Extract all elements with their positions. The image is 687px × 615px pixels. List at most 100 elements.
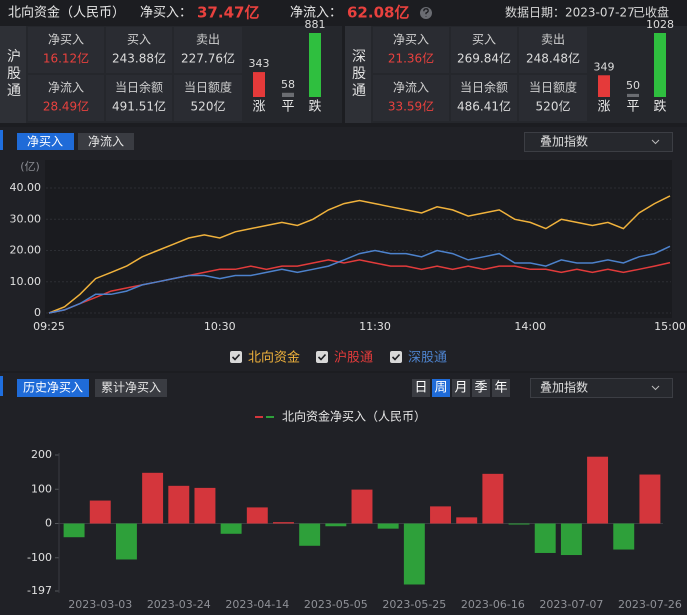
legend-check [391,353,401,361]
bar [63,523,85,538]
legend-checkbox[interactable] [390,351,402,363]
period-label[interactable]: 周 [434,381,447,396]
bar [246,507,268,524]
overlay-label[interactable]: 叠加指数 [540,134,588,149]
panel-name-bg [345,26,371,123]
stat-label: 当日额度 [184,80,232,95]
y-tick-label: 0 [34,306,41,319]
market-status: 已收盘 [633,5,669,20]
stat-label: 买入 [127,33,151,47]
tab[interactable] [78,133,134,150]
breadth-label: 涨 [252,100,265,115]
x-tick-label: 09:25 [33,320,65,333]
stat-label: 买入 [472,33,496,47]
legend-label[interactable]: 深股通 [408,351,447,366]
stat-label: 卖出 [196,33,220,47]
overlay-label[interactable]: 叠加指数 [540,380,588,395]
stat-cell [451,27,517,73]
bar [273,522,294,524]
breadth-label: 跌 [653,99,666,115]
tab-label[interactable]: 累计净买入 [101,381,161,395]
panel-name-bg [0,26,26,123]
tab-selected[interactable] [17,133,74,150]
legend-checkbox[interactable] [230,351,242,363]
period-button[interactable] [432,379,450,397]
stat-value: 520亿 [191,99,226,114]
breadth-bar [598,75,610,97]
bar [482,473,504,524]
bar [194,487,216,524]
net-buy-label: 净买入： [140,6,192,21]
y-tick-label: -197 [27,584,52,597]
period-button[interactable] [492,379,510,397]
stat-cell [373,27,449,73]
breadth-bar [627,93,639,97]
x-tick-label: 2023-07-26 [618,598,682,611]
stat-cell [28,75,104,121]
legend-checkbox[interactable] [316,351,328,363]
stat-cell [106,75,172,121]
y-tick-label: 10.00 [10,275,42,288]
net-inflow-value: 62.08亿 [347,4,409,22]
stat-value: 486.41亿 [457,99,511,114]
breadth-bar [654,33,666,97]
breadth-count: 1028 [646,18,674,31]
tab-label[interactable]: 净流入 [88,135,124,149]
stat-cell [174,75,242,121]
section-accent [0,376,3,396]
stat-label: 当日余额 [460,80,508,95]
breadth-label: 涨 [597,100,610,115]
period-label[interactable]: 年 [494,381,507,396]
panel-name: 沪股通 [5,49,21,100]
breadth-label: 平 [626,100,639,115]
bar-section-bg [0,373,687,615]
stat-value: 16.12亿 [43,51,89,66]
stat-label: 净流入 [393,81,429,95]
stat-value: 21.36亿 [388,51,434,66]
stat-label: 卖出 [541,33,565,47]
bar [587,456,609,524]
tab[interactable] [95,379,167,397]
stat-cell [174,27,242,73]
stat-value: 491.51亿 [112,99,166,114]
stat-cell [106,27,172,73]
y-axis-label: (亿) [20,160,40,173]
breadth-bar [309,33,321,97]
period-label[interactable]: 日 [414,381,427,396]
stat-value: 269.84亿 [457,51,511,66]
period-button[interactable] [412,379,430,397]
tab-label[interactable]: 历史净买入 [23,381,83,395]
x-tick-label: 10:30 [204,320,236,333]
stat-label: 净买入 [393,33,429,47]
period-button[interactable] [452,379,470,397]
x-tick-label: 2023-05-05 [304,598,368,611]
page-title: 北向资金（人民币） [8,5,125,21]
bar [456,517,478,524]
overlay-dropdown[interactable] [530,378,673,398]
series-line [48,245,671,314]
y-tick-label: 40.00 [10,181,42,194]
breadth-label: 跌 [308,99,321,115]
legend-label[interactable]: 沪股通 [334,350,373,366]
tab-selected[interactable] [17,379,89,397]
period-label[interactable]: 月 [454,381,467,396]
legend-label[interactable]: 北向资金 [248,350,300,366]
bar [299,523,321,546]
net-buy-value: 37.47亿 [197,4,259,22]
tab-label[interactable]: 净买入 [27,135,63,149]
stat-cell [519,27,587,73]
x-tick-label: 2023-03-03 [68,598,132,611]
series-line [48,195,671,314]
stat-cell [28,27,104,73]
data-date: 数据日期：2023-07-27 [505,5,635,20]
overlay-dropdown[interactable] [524,132,673,152]
period-button[interactable] [472,379,490,397]
bar [613,523,635,550]
bar [560,523,582,556]
period-label[interactable]: 季 [474,381,487,396]
stat-label: 当日余额 [115,80,163,95]
breadth-count: 58 [281,78,295,91]
bar [325,523,347,527]
y-tick-label: 30.00 [10,212,42,225]
legend-label: 北向资金净买入（人民币） [282,409,426,424]
